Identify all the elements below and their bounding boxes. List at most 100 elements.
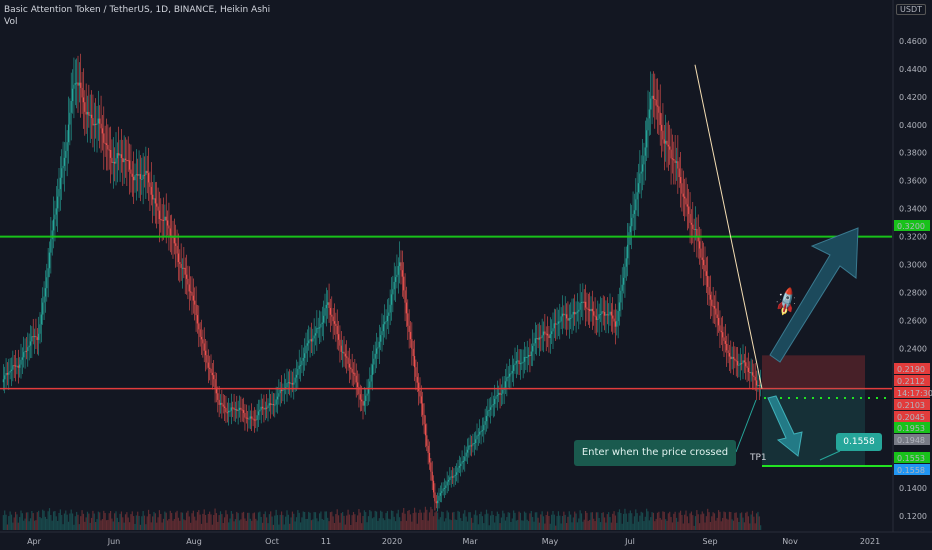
candle-body xyxy=(59,177,61,190)
candle-body xyxy=(95,123,97,125)
x-tick-label: Jul xyxy=(624,537,635,546)
candle-body xyxy=(735,360,737,362)
candle-body xyxy=(104,142,106,144)
candle-body xyxy=(134,175,136,181)
volume-bar xyxy=(488,525,490,530)
volume-bar xyxy=(55,516,57,530)
volume-bar xyxy=(400,521,402,530)
candle-body xyxy=(233,407,235,410)
volume-bar xyxy=(639,515,641,530)
volume-bar xyxy=(373,517,375,530)
candle-body xyxy=(33,336,36,338)
candle-body xyxy=(430,462,432,472)
volume-bar xyxy=(461,520,463,530)
volume-bar xyxy=(249,518,251,530)
volume-bar xyxy=(32,513,34,530)
volume-bar xyxy=(96,519,98,530)
volume-bar xyxy=(371,518,374,530)
volume-bar xyxy=(123,522,125,530)
candle-body xyxy=(203,343,205,351)
volume-bar xyxy=(403,507,405,530)
volume-bar xyxy=(321,518,323,530)
candle-body xyxy=(291,383,294,385)
y-tick-label: 0.4400 xyxy=(899,65,927,74)
candle-body xyxy=(449,477,451,481)
volume-bar xyxy=(546,511,549,530)
volume-bar xyxy=(260,517,262,530)
volume-bar xyxy=(532,517,534,530)
axis-price-badge xyxy=(894,411,930,422)
volume-bar xyxy=(78,524,80,530)
x-tick-label: Oct xyxy=(265,537,279,546)
volume-bar xyxy=(85,517,87,530)
candle-body xyxy=(128,160,131,170)
candle-body xyxy=(298,365,300,370)
candle-body xyxy=(271,404,273,406)
bearish-arrow xyxy=(767,395,803,457)
candle-body xyxy=(428,452,431,463)
volume-bar xyxy=(498,513,500,530)
volume-bar xyxy=(526,519,528,530)
currency-badge[interactable]: USDT xyxy=(896,4,926,15)
volume-bar xyxy=(31,510,33,530)
volume-bar xyxy=(484,514,486,530)
candle-body xyxy=(260,406,262,410)
candle-body xyxy=(409,331,412,340)
volume-bar xyxy=(286,510,288,530)
volume-bar xyxy=(456,519,458,530)
candle-body xyxy=(390,294,393,305)
candle-body xyxy=(77,82,79,86)
candle-body xyxy=(173,237,175,244)
volume-bar xyxy=(278,524,280,530)
candle-body xyxy=(55,208,57,215)
candle-body xyxy=(236,409,238,411)
candle-body xyxy=(196,315,199,324)
volume-bar xyxy=(518,511,520,530)
volume-bar xyxy=(502,510,504,530)
y-tick-label: 0.3000 xyxy=(899,261,927,270)
volume-bar xyxy=(35,520,37,530)
volume-bar xyxy=(582,521,584,530)
volume-bar xyxy=(241,512,243,530)
volume-bar xyxy=(122,517,124,530)
volume-bar xyxy=(180,512,182,530)
volume-bar xyxy=(447,512,450,530)
candle-body xyxy=(142,174,144,180)
volume-bar xyxy=(659,517,661,530)
volume-bar xyxy=(640,511,642,530)
volume-bar xyxy=(154,513,156,530)
volume-bar xyxy=(267,523,269,530)
candle-body xyxy=(160,219,162,221)
candle-body xyxy=(122,158,124,163)
candle-body xyxy=(90,114,93,119)
candle-body xyxy=(679,177,682,184)
reward-zone xyxy=(762,388,865,467)
volume-bar xyxy=(17,522,19,530)
volume-bar xyxy=(541,511,543,530)
volume-bar xyxy=(366,522,368,530)
volume-bar xyxy=(673,513,675,530)
volume-bar xyxy=(157,517,159,530)
candle-body xyxy=(627,244,629,259)
volume-bar xyxy=(127,517,129,530)
candle-body xyxy=(660,124,663,131)
candle-body xyxy=(693,228,695,230)
candle-body xyxy=(27,347,29,352)
candle-body xyxy=(472,443,474,446)
volume-bar xyxy=(112,521,114,530)
volume-bar xyxy=(511,518,513,530)
volume-bar xyxy=(109,510,112,530)
volume-bar xyxy=(331,511,333,530)
candle-body xyxy=(180,263,182,268)
candle-body xyxy=(97,118,99,124)
volume-bar xyxy=(703,513,705,530)
candle-body xyxy=(534,338,536,344)
candle-body xyxy=(147,173,150,183)
y-tick-label: 0.4600 xyxy=(899,37,927,46)
candle-body xyxy=(426,435,428,446)
bullish-arrow xyxy=(769,227,859,363)
volume-bar xyxy=(43,510,45,530)
y-tick-label: 0.3200 xyxy=(899,233,927,242)
volume-bar xyxy=(692,515,694,530)
